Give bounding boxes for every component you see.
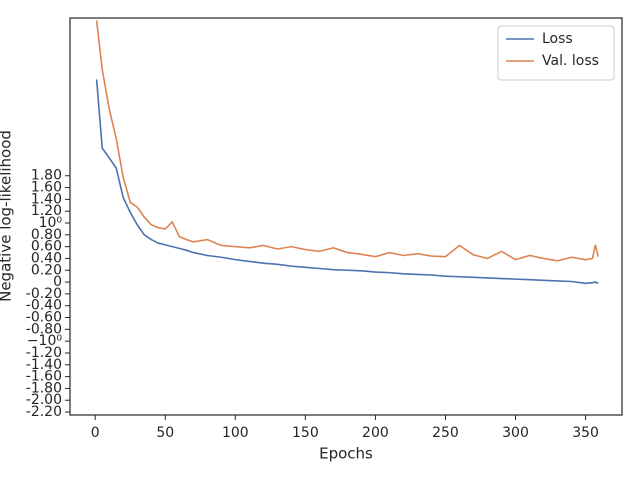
x-axis-label: Epochs: [319, 445, 373, 463]
y-tick-label: -0.20: [26, 286, 62, 302]
plot-frame: [69, 17, 623, 416]
x-tick-label: 250: [432, 425, 459, 441]
y-tick-label: -0.40: [26, 298, 62, 314]
y-tick-label: 0: [53, 274, 62, 290]
x-tick-label: 200: [362, 425, 389, 441]
y-tick-label: -2.00: [26, 392, 62, 408]
legend-label: Val. loss: [542, 53, 599, 69]
y-tick-label: -1.20: [26, 345, 62, 361]
series-line: [95, 79, 599, 285]
x-tick-label: 100: [222, 425, 249, 441]
x-tick-label: 300: [502, 425, 529, 441]
y-tick-label: 1.40: [31, 191, 62, 207]
y-tick-label: 1.20: [31, 203, 62, 219]
y-axis-label: Negative log-likelihood: [0, 130, 15, 302]
legend-label: Loss: [542, 31, 573, 47]
y-tick-label: −10⁰: [27, 333, 63, 349]
x-tick-label: 50: [156, 425, 174, 441]
y-tick-label: 0.80: [31, 227, 62, 243]
y-tick-label: -1.80: [26, 380, 62, 396]
y-tick-label: -1.40: [26, 357, 62, 373]
y-tick-label: 1.60: [31, 180, 62, 196]
y-tick-label: 1.80: [31, 168, 62, 184]
y-tick-label: -2.20: [26, 404, 62, 420]
y-tick-label: 0.20: [31, 262, 62, 278]
y-tick-label: -1.60: [26, 369, 62, 385]
y-tick-label: 0.40: [31, 250, 62, 266]
y-tick-label: 10⁰: [39, 215, 63, 231]
y-tick-label: -0.60: [26, 310, 62, 326]
y-tick-label: 0.60: [31, 239, 62, 255]
x-tick-label: 0: [91, 425, 100, 441]
series-line: [95, 20, 599, 262]
x-tick-label: 350: [572, 425, 599, 441]
y-tick-label: -0.80: [26, 321, 62, 337]
x-tick-label: 150: [292, 425, 319, 441]
